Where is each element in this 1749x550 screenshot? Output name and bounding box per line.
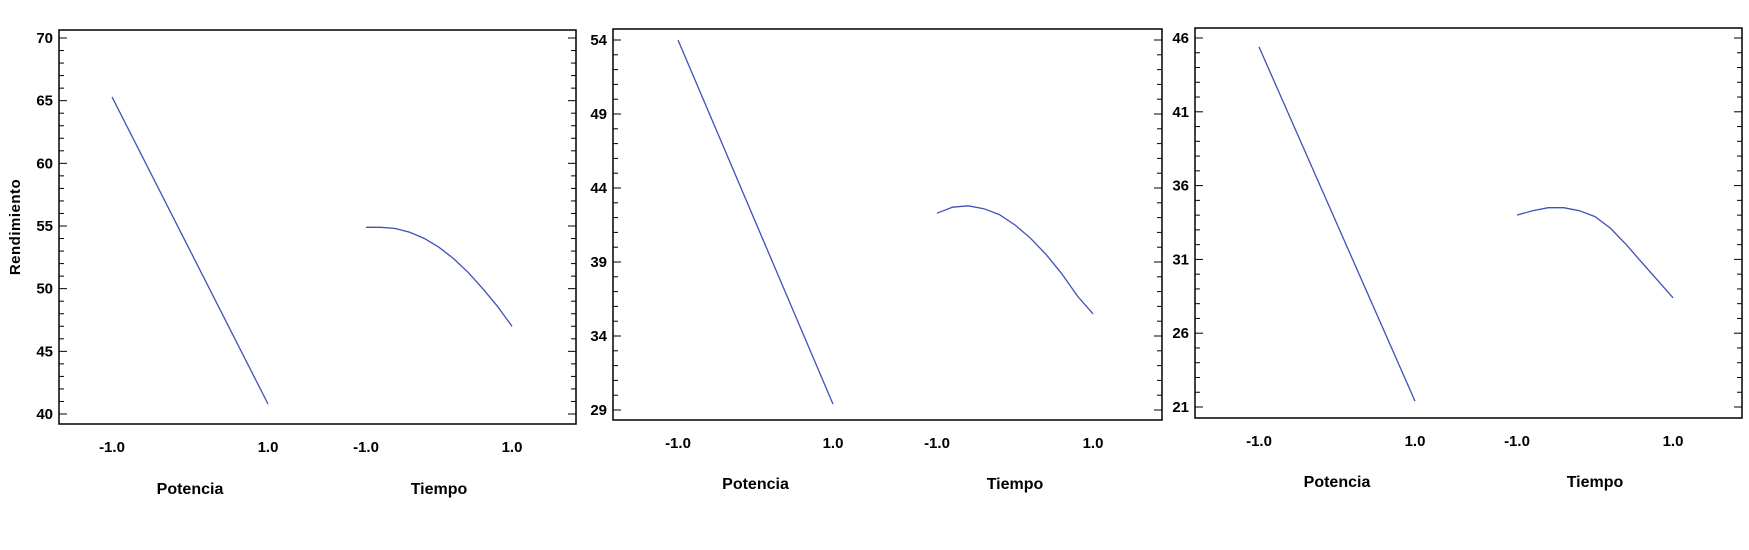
y-tick-label: 34	[590, 328, 607, 345]
plot-frame	[1194, 27, 1743, 419]
effect-line-tiempo	[366, 226, 513, 327]
x-axis-label-tiempo: Tiempo	[1567, 474, 1624, 491]
effect-line-tiempo	[1516, 207, 1674, 299]
effect-line-potencia	[111, 96, 269, 405]
y-tick-label: 40	[36, 406, 53, 423]
plot-frame	[612, 28, 1163, 421]
effect-line-potencia	[677, 39, 834, 405]
y-tick-label: 41	[1172, 104, 1189, 121]
x-axis-label-potencia: Potencia	[157, 481, 224, 498]
x-tick-label: -1.0	[924, 435, 950, 452]
x-tick-label: 1.0	[502, 439, 523, 456]
x-tick-label: 1.0	[1663, 433, 1684, 450]
y-tick-label: 70	[36, 30, 53, 47]
y-axis-label: Rendimiento	[7, 179, 24, 275]
y-tick-label: 36	[1172, 178, 1189, 195]
plot-frame	[58, 29, 577, 425]
y-tick-label: 26	[1172, 325, 1189, 342]
y-tick-label: 31	[1172, 251, 1189, 268]
y-tick-label: 39	[590, 254, 607, 271]
y-tick-label: 21	[1172, 399, 1189, 416]
x-axis-label-potencia: Potencia	[1304, 474, 1371, 491]
y-tick-label: 49	[590, 106, 607, 123]
x-tick-label: -1.0	[99, 439, 125, 456]
x-axis-label-potencia: Potencia	[722, 476, 789, 493]
x-tick-label: -1.0	[1504, 433, 1530, 450]
x-tick-label: 1.0	[258, 439, 279, 456]
x-tick-label: -1.0	[353, 439, 379, 456]
y-tick-label: 44	[590, 180, 607, 197]
chart-panel-1: 40 45 50 55 60 65 70 Rendimiento -1.0 1.0 Potencia…	[7, 29, 577, 498]
effect-line-tiempo	[936, 205, 1094, 315]
y-tick-label: 46	[1172, 30, 1189, 47]
x-tick-label: -1.0	[1246, 433, 1272, 450]
effect-line-potencia	[1258, 46, 1416, 402]
x-axis-label-tiempo: Tiempo	[411, 481, 468, 498]
x-tick-label: 1.0	[1083, 435, 1104, 452]
y-tick-label: 29	[590, 402, 607, 419]
x-tick-label: 1.0	[1405, 433, 1426, 450]
y-tick-label: 54	[590, 32, 607, 49]
chart-panel-3: 21 26 31 36 41 46 -1.0 1.0 Potencia -1.0 1.0 Tiempo	[1172, 27, 1743, 491]
x-tick-label: 1.0	[823, 435, 844, 452]
y-tick-label: 45	[36, 343, 53, 360]
y-tick-label: 55	[36, 218, 53, 235]
x-axis-label-tiempo: Tiempo	[987, 476, 1044, 493]
y-tick-label: 60	[36, 155, 53, 172]
y-tick-label: 50	[36, 281, 53, 298]
chart-panel-2: 29 34 39 44 49 54 -1.0 1.0 Potencia -1.0 1.0 Tiempo	[590, 28, 1163, 493]
x-tick-label: -1.0	[665, 435, 691, 452]
y-tick-label: 65	[36, 93, 53, 110]
